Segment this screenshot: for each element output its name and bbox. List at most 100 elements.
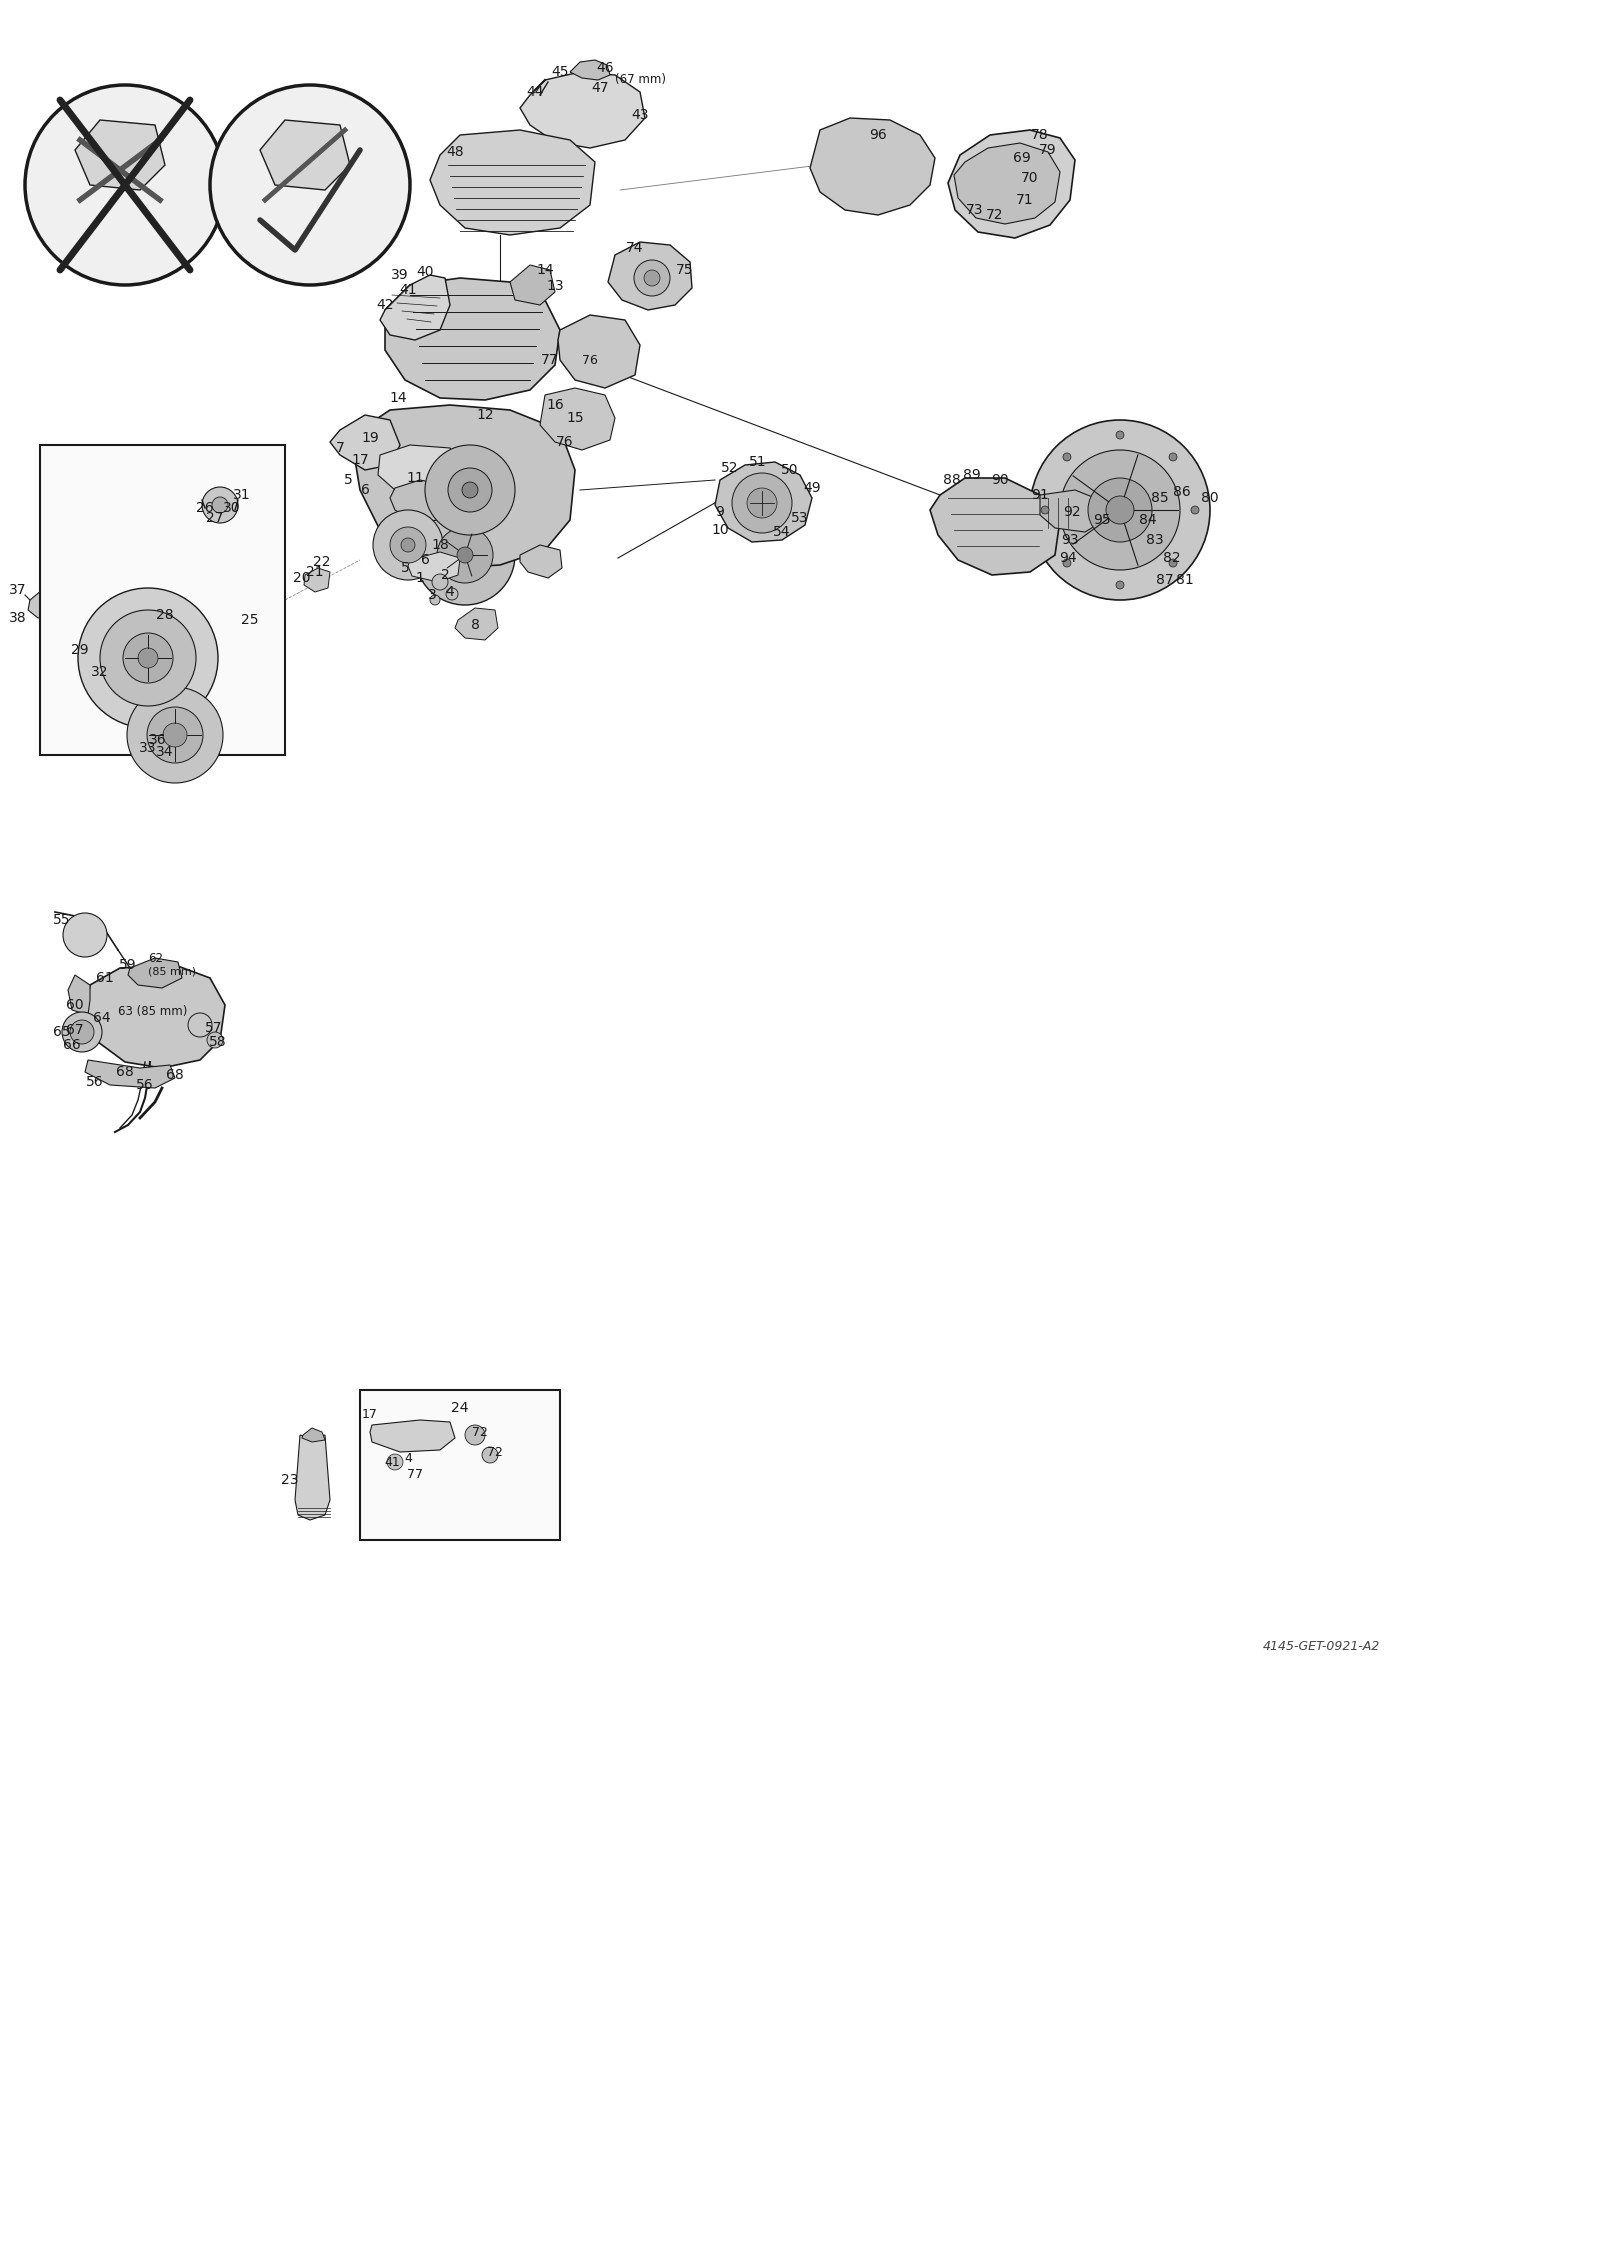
Text: 46: 46	[597, 61, 614, 75]
Circle shape	[138, 647, 158, 667]
Text: 83: 83	[1146, 534, 1163, 547]
Polygon shape	[408, 552, 461, 581]
Text: 70: 70	[1021, 172, 1038, 185]
Text: 39: 39	[390, 267, 410, 283]
Circle shape	[482, 1448, 498, 1464]
Text: 2: 2	[440, 568, 450, 581]
Polygon shape	[302, 1427, 325, 1441]
Text: 36: 36	[149, 733, 166, 746]
Circle shape	[1062, 452, 1070, 461]
Text: 77: 77	[406, 1468, 422, 1482]
Text: 71: 71	[1016, 192, 1034, 208]
Text: 72: 72	[486, 1445, 502, 1459]
Text: 93: 93	[1061, 534, 1078, 547]
Text: 65: 65	[53, 1025, 70, 1038]
Polygon shape	[370, 1421, 454, 1452]
Circle shape	[123, 633, 173, 683]
Text: 50: 50	[781, 464, 798, 477]
Polygon shape	[355, 405, 574, 568]
Text: 73: 73	[966, 204, 984, 217]
Text: 16: 16	[546, 398, 563, 412]
Text: (67 mm): (67 mm)	[614, 72, 666, 86]
Text: 59: 59	[118, 959, 138, 973]
Circle shape	[462, 482, 478, 498]
Bar	[40, 446, 285, 756]
Text: 56: 56	[86, 1074, 104, 1088]
Circle shape	[206, 1031, 222, 1047]
Circle shape	[70, 1020, 94, 1045]
Text: 9: 9	[715, 504, 725, 518]
Text: 76: 76	[557, 434, 574, 448]
Polygon shape	[381, 276, 450, 339]
Text: 28: 28	[157, 608, 174, 622]
Text: 75: 75	[677, 262, 694, 276]
Circle shape	[1059, 450, 1181, 570]
Text: 52: 52	[722, 461, 739, 475]
Text: 23: 23	[282, 1473, 299, 1486]
Polygon shape	[294, 1434, 330, 1520]
Text: 60: 60	[66, 998, 83, 1011]
Text: 24: 24	[451, 1400, 469, 1416]
Circle shape	[437, 527, 493, 584]
Circle shape	[62, 914, 107, 957]
Text: 6: 6	[421, 552, 429, 568]
Circle shape	[1170, 452, 1178, 461]
Text: 66: 66	[62, 1038, 82, 1052]
Polygon shape	[520, 72, 645, 147]
Circle shape	[387, 1454, 403, 1470]
Circle shape	[189, 1013, 211, 1036]
Polygon shape	[930, 477, 1059, 575]
Text: 13: 13	[546, 278, 563, 294]
Text: 15: 15	[566, 412, 584, 425]
Text: 49: 49	[803, 482, 821, 495]
Text: 68: 68	[166, 1068, 184, 1081]
Polygon shape	[454, 608, 498, 640]
Circle shape	[432, 575, 448, 590]
Circle shape	[747, 489, 778, 518]
Text: 41: 41	[398, 283, 418, 296]
Text: 19: 19	[362, 432, 379, 446]
Circle shape	[163, 724, 187, 746]
Circle shape	[733, 473, 792, 534]
Polygon shape	[608, 242, 691, 310]
Circle shape	[1042, 507, 1050, 513]
Text: 79: 79	[1038, 143, 1058, 156]
Polygon shape	[128, 959, 182, 988]
Text: 94: 94	[1059, 552, 1077, 566]
Text: 84: 84	[1139, 513, 1157, 527]
Circle shape	[430, 595, 440, 604]
Text: 53: 53	[792, 511, 808, 525]
Circle shape	[458, 547, 474, 563]
Polygon shape	[510, 265, 555, 305]
Polygon shape	[541, 389, 614, 450]
Circle shape	[446, 588, 458, 599]
Text: 64: 64	[93, 1011, 110, 1025]
Text: 11: 11	[406, 470, 424, 484]
Text: 31: 31	[234, 489, 251, 502]
Text: 58: 58	[210, 1036, 227, 1050]
Text: 88: 88	[942, 473, 962, 486]
Polygon shape	[85, 966, 226, 1068]
Circle shape	[1117, 432, 1123, 439]
Polygon shape	[1040, 491, 1106, 532]
Text: 68: 68	[117, 1065, 134, 1079]
Text: 63 (85 mm): 63 (85 mm)	[118, 1007, 187, 1018]
Circle shape	[1088, 477, 1152, 543]
Polygon shape	[29, 590, 51, 618]
Polygon shape	[947, 129, 1075, 238]
Polygon shape	[378, 446, 461, 495]
Text: (85 mm): (85 mm)	[147, 966, 197, 977]
Text: 62: 62	[147, 952, 163, 964]
Circle shape	[99, 611, 195, 706]
Text: 22: 22	[314, 554, 331, 570]
Circle shape	[426, 446, 515, 536]
Polygon shape	[430, 129, 595, 235]
Text: 5: 5	[400, 561, 410, 575]
Circle shape	[1190, 507, 1198, 513]
Text: 40: 40	[416, 265, 434, 278]
Polygon shape	[85, 1061, 174, 1088]
Text: 95: 95	[1093, 513, 1110, 527]
Text: 82: 82	[1163, 552, 1181, 566]
Text: 5: 5	[344, 473, 352, 486]
Text: 21: 21	[306, 566, 323, 579]
